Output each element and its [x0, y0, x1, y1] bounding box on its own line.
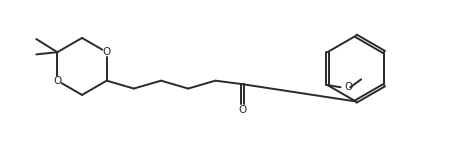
Text: O: O: [53, 76, 61, 86]
Text: O: O: [238, 105, 247, 115]
Text: O: O: [103, 47, 111, 57]
Text: O: O: [345, 82, 353, 92]
